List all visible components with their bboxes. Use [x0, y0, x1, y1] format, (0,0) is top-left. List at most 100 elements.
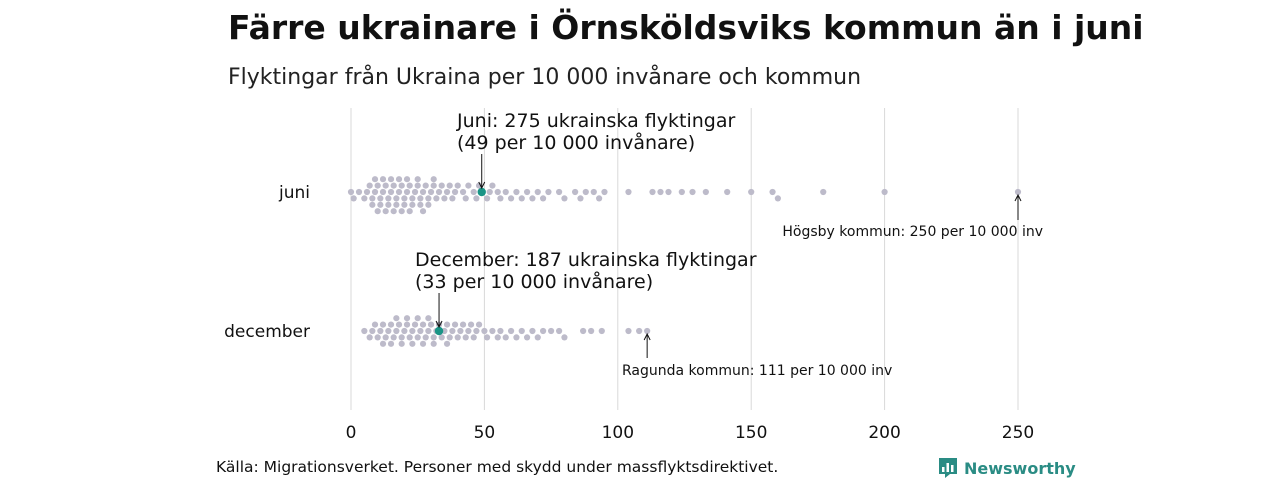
- data-point: [443, 188, 451, 196]
- bar-chart-icon: [939, 458, 957, 478]
- data-point: [417, 201, 424, 208]
- data-point: [443, 321, 451, 328]
- data-point: [497, 195, 504, 202]
- data-point: [465, 182, 472, 189]
- data-point: [403, 321, 411, 328]
- data-point: [419, 321, 427, 328]
- data-point: [475, 182, 483, 189]
- highlight-point: [434, 326, 444, 336]
- data-point: [425, 315, 432, 322]
- data-point: [403, 188, 411, 196]
- series-december: [361, 315, 651, 347]
- data-point: [414, 334, 421, 341]
- data-point: [481, 327, 488, 335]
- data-point: [427, 188, 435, 196]
- x-tick-label: 200: [868, 423, 900, 443]
- data-point: [497, 327, 504, 335]
- data-point: [382, 182, 389, 189]
- data-point: [596, 195, 603, 202]
- data-point: [369, 201, 376, 208]
- data-point: [513, 188, 520, 196]
- data-point: [406, 334, 413, 341]
- data-point: [398, 340, 405, 347]
- arrow-head: [435, 320, 443, 329]
- data-point: [470, 334, 477, 341]
- data-point: [502, 188, 509, 196]
- newsworthy-logo[interactable]: Newsworthy: [938, 456, 1076, 480]
- data-point: [529, 327, 536, 335]
- data-point: [441, 195, 448, 202]
- data-point: [451, 188, 459, 196]
- data-point: [401, 327, 408, 335]
- data-point: [430, 334, 437, 341]
- data-point: [475, 321, 483, 328]
- data-point: [649, 188, 656, 196]
- data-point: [820, 188, 827, 196]
- data-point: [465, 327, 472, 335]
- data-point: [636, 327, 643, 335]
- data-point: [446, 334, 453, 341]
- data-point: [489, 327, 496, 335]
- data-point: [430, 340, 437, 347]
- data-point: [427, 321, 435, 328]
- data-point: [377, 327, 384, 335]
- data-point: [1014, 188, 1022, 196]
- data-point: [385, 201, 392, 208]
- data-point: [513, 334, 520, 341]
- data-point: [361, 327, 368, 335]
- data-point: [598, 327, 605, 335]
- data-point: [665, 188, 672, 196]
- data-point: [387, 176, 395, 183]
- data-point: [430, 182, 437, 189]
- data-point: [395, 188, 403, 196]
- data-point: [409, 195, 416, 202]
- data-point: [572, 188, 579, 196]
- data-point: [561, 195, 568, 202]
- data-point: [398, 334, 405, 341]
- data-point: [724, 188, 731, 196]
- data-point: [446, 182, 453, 189]
- data-point: [390, 334, 397, 341]
- data-point: [422, 182, 429, 189]
- data-point: [406, 208, 413, 215]
- data-point: [369, 327, 376, 335]
- x-tick-label: 0: [346, 423, 357, 443]
- data-point: [534, 334, 541, 341]
- data-point: [590, 188, 597, 196]
- data-point: [625, 327, 632, 335]
- data-point: [470, 188, 477, 196]
- data-point: [529, 195, 536, 202]
- data-point: [409, 201, 416, 208]
- data-point: [419, 340, 427, 347]
- data-point: [494, 334, 501, 341]
- data-point: [419, 188, 427, 196]
- data-point: [374, 334, 381, 341]
- data-point: [393, 195, 400, 202]
- data-point: [443, 340, 451, 347]
- data-point: [409, 340, 416, 347]
- data-point: [539, 327, 547, 335]
- data-point: [387, 340, 395, 347]
- data-point: [403, 315, 411, 322]
- highlight-point: [477, 187, 486, 197]
- data-point: [702, 188, 709, 196]
- annotation-label: Ragunda kommun: 111 per 10 000 inv: [622, 363, 892, 379]
- data-point: [678, 188, 685, 196]
- data-point: [417, 195, 424, 202]
- data-point: [379, 188, 387, 196]
- data-point: [523, 188, 531, 196]
- arrow-head: [1014, 193, 1022, 202]
- data-point: [881, 188, 888, 196]
- data-point: [548, 327, 555, 335]
- annotation-label: Juni: 275 ukrainska flyktingar: [456, 110, 735, 132]
- data-point: [390, 208, 397, 215]
- chart-title: Färre ukrainare i Örnsköldsviks kommun ä…: [228, 8, 1144, 47]
- data-point: [451, 321, 459, 328]
- annotation-label: December: 187 ukrainska flyktingar: [415, 249, 757, 271]
- data-point: [438, 182, 445, 189]
- data-point: [462, 195, 469, 202]
- data-point: [430, 176, 437, 183]
- data-point: [582, 188, 589, 196]
- data-point: [385, 195, 392, 202]
- data-point: [539, 195, 547, 202]
